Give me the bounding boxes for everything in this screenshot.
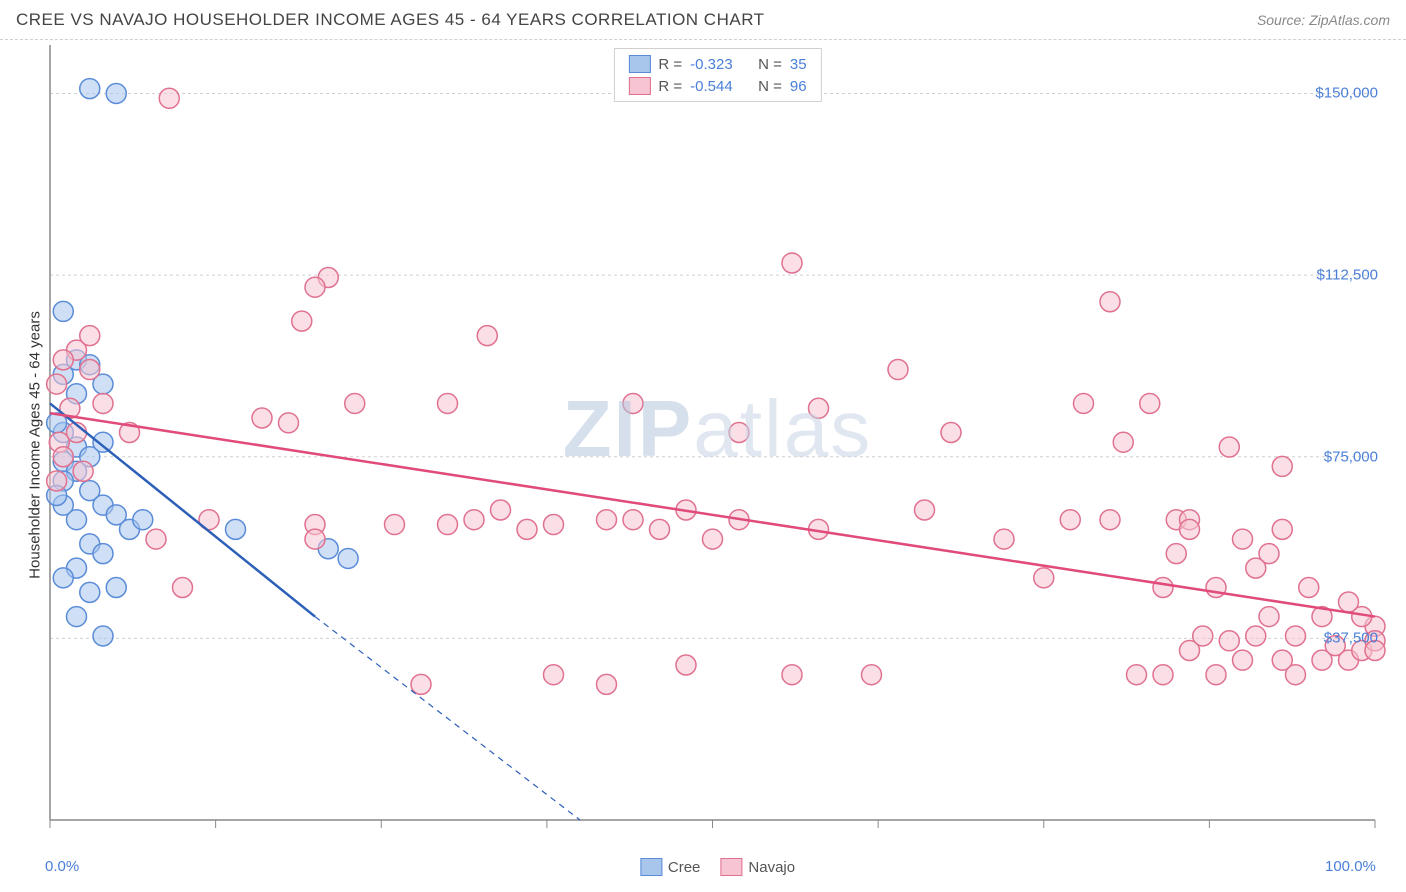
y-tick-label: $150,000 (1315, 85, 1378, 102)
legend-n-label: N = (758, 56, 782, 73)
y-axis-label: Householder Income Ages 45 - 64 years (27, 311, 44, 579)
legend-n-label: N = (758, 78, 782, 95)
series-legend-label: Cree (668, 859, 701, 876)
legend-swatch (720, 858, 742, 876)
chart-area: Householder Income Ages 45 - 64 years ZI… (45, 40, 1390, 850)
series-legend-item: Navajo (720, 858, 795, 876)
series-legend-label: Navajo (748, 859, 795, 876)
y-tick-label: $37,500 (1324, 630, 1378, 647)
legend-r-value: -0.323 (690, 56, 750, 73)
scatter-plot (45, 40, 1390, 850)
legend-r-label: R = (658, 78, 682, 95)
series-legend: Cree Navajo (640, 858, 795, 876)
legend-n-value: 96 (790, 78, 807, 95)
correlation-legend: R = -0.323 N = 35 R = -0.544 N = 96 (613, 48, 821, 102)
y-tick-label: $75,000 (1324, 448, 1378, 465)
legend-n-value: 35 (790, 56, 807, 73)
y-tick-label: $112,500 (1317, 267, 1378, 284)
source-label: Source: ZipAtlas.com (1257, 12, 1390, 28)
x-tick-label-right: 100.0% (1325, 858, 1376, 875)
legend-swatch (640, 858, 662, 876)
chart-header: CREE VS NAVAJO HOUSEHOLDER INCOME AGES 4… (0, 0, 1406, 40)
legend-row: R = -0.544 N = 96 (628, 75, 806, 97)
legend-r-value: -0.544 (690, 78, 750, 95)
x-tick-label-left: 0.0% (45, 858, 79, 875)
legend-swatch (628, 55, 650, 73)
legend-swatch (628, 77, 650, 95)
series-legend-item: Cree (640, 858, 701, 876)
legend-r-label: R = (658, 56, 682, 73)
chart-title: CREE VS NAVAJO HOUSEHOLDER INCOME AGES 4… (16, 10, 765, 30)
legend-row: R = -0.323 N = 35 (628, 53, 806, 75)
